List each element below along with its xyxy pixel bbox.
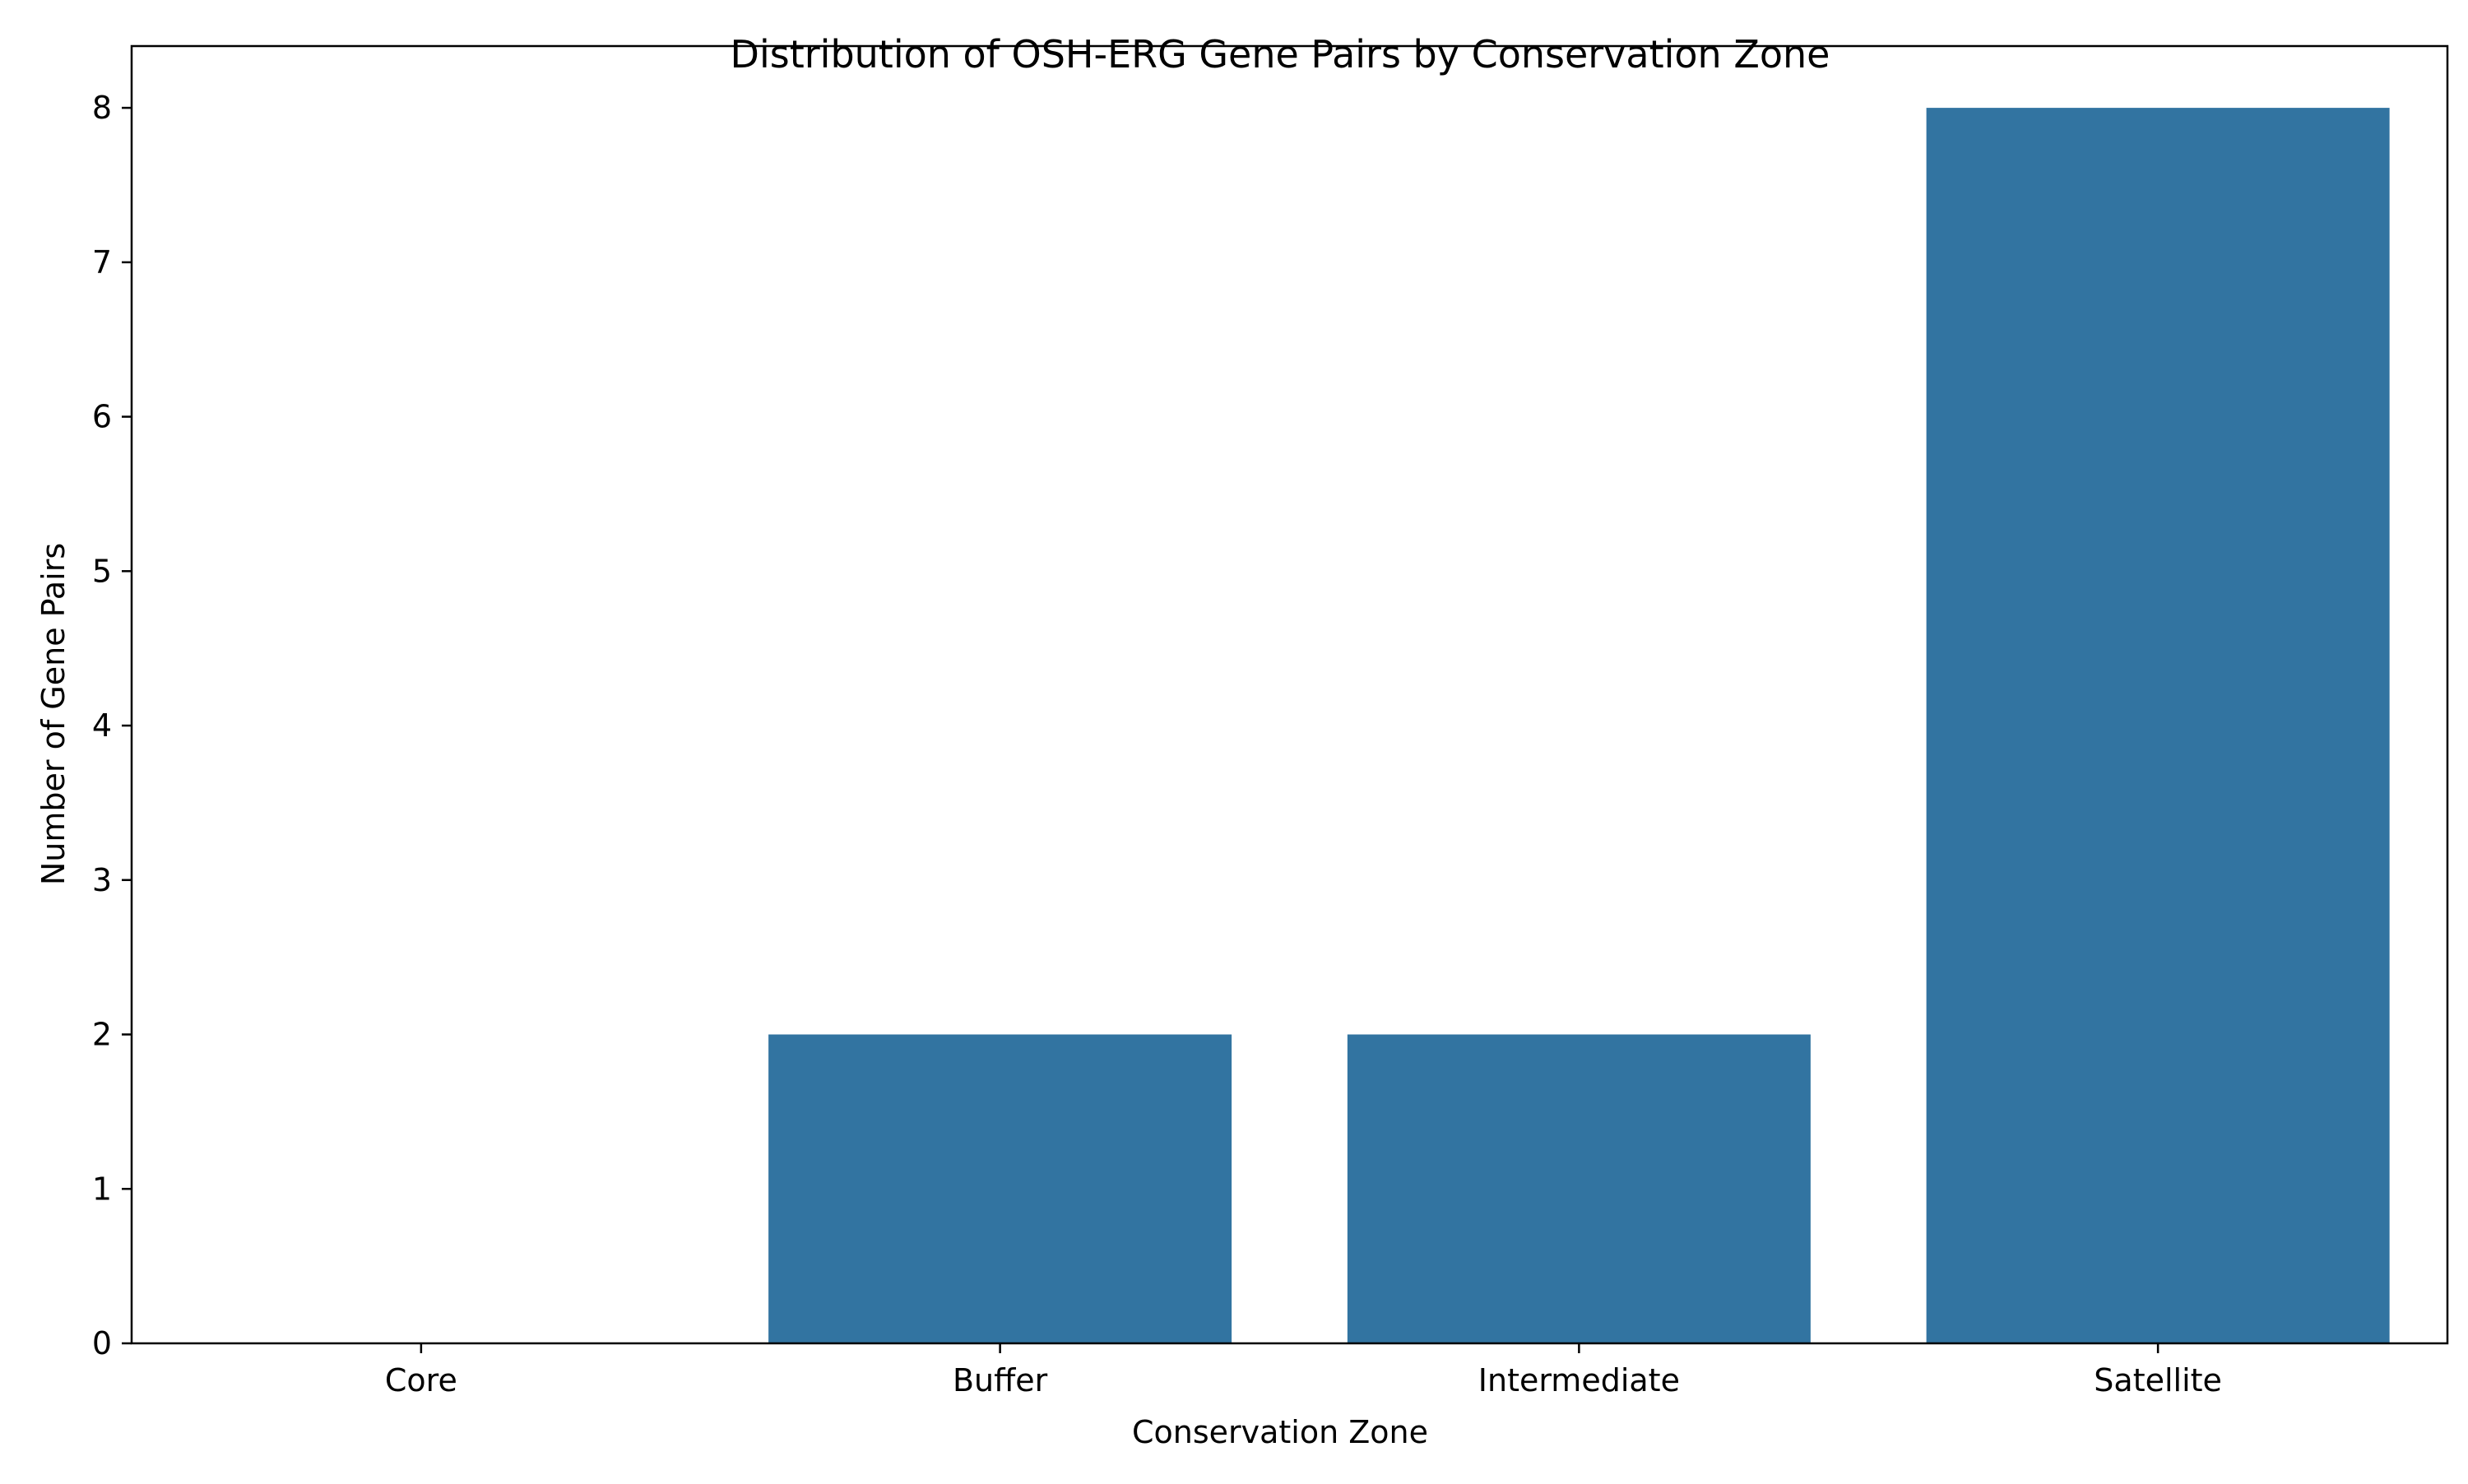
y-tick-label: 5 [92, 553, 112, 589]
x-tick-label: Intermediate [1478, 1362, 1680, 1398]
bar-intermediate [1347, 1034, 1811, 1343]
x-axis-label: Conservation Zone [1132, 1414, 1428, 1450]
y-tick-label: 6 [92, 399, 112, 435]
plot-area: 0 1 2 3 4 5 6 7 8 Core Buffer Intermediate Satellite [92, 44, 2449, 1398]
y-tick-label: 8 [92, 90, 112, 126]
axes-frame [130, 44, 2449, 1345]
chart-title: Distribution of OSH-ERG Gene Pairs by Co… [731, 32, 1830, 77]
y-tick-label: 4 [92, 707, 112, 744]
bar-buffer [768, 1034, 1232, 1343]
x-tick-label: Satellite [2094, 1362, 2222, 1398]
y-tick-label: 3 [92, 862, 112, 898]
y-tick-label: 1 [92, 1171, 112, 1207]
x-tick-label: Core [385, 1362, 457, 1398]
y-axis-label: Number of Gene Pairs [35, 543, 72, 885]
y-tick-label: 2 [92, 1017, 112, 1053]
x-tick-label: Buffer [953, 1362, 1048, 1398]
bar-satellite [1926, 108, 2390, 1344]
y-tick-label: 7 [92, 244, 112, 281]
y-tick-label: 0 [92, 1325, 112, 1361]
